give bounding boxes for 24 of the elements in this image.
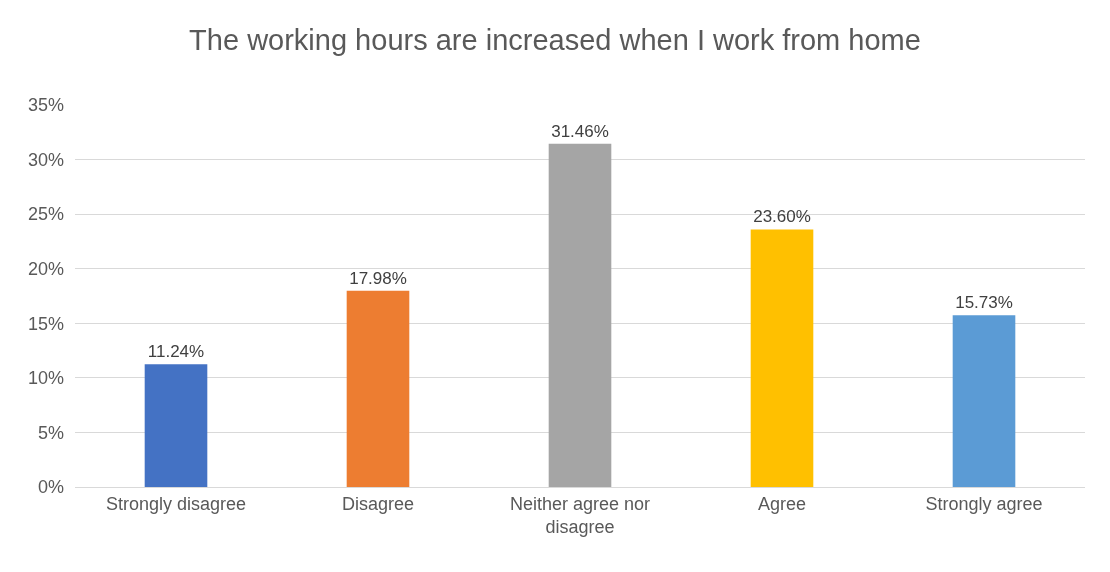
- bar: [144, 364, 208, 487]
- data-label: 17.98%: [349, 268, 407, 288]
- y-tick-label: 35%: [27, 95, 64, 116]
- bar: [346, 290, 410, 487]
- x-tick-label: Neither agree nor disagree: [509, 493, 651, 537]
- x-tick-label: Disagree: [341, 493, 415, 514]
- data-label: 23.60%: [753, 207, 811, 227]
- y-tick-label: 15%: [27, 313, 64, 334]
- data-label: 11.24%: [147, 342, 205, 362]
- bar: [750, 229, 814, 487]
- y-tick-label: 25%: [27, 204, 64, 225]
- data-label: 15.73%: [955, 293, 1013, 313]
- bar: [952, 315, 1016, 487]
- bar: [548, 143, 612, 487]
- data-label: 31.46%: [551, 121, 609, 141]
- chart-title: The working hours are increased when I work from home: [189, 24, 921, 57]
- x-tick-label: Strongly agree: [925, 493, 1043, 514]
- y-tick-label: 0%: [37, 477, 64, 498]
- y-tick-label: 20%: [27, 259, 64, 280]
- x-tick-label: Agree: [757, 493, 807, 514]
- y-tick-label: 10%: [27, 368, 64, 389]
- y-tick-label: 5%: [37, 422, 64, 443]
- x-tick-label: Strongly disagree: [105, 493, 247, 514]
- y-tick-label: 30%: [27, 149, 64, 170]
